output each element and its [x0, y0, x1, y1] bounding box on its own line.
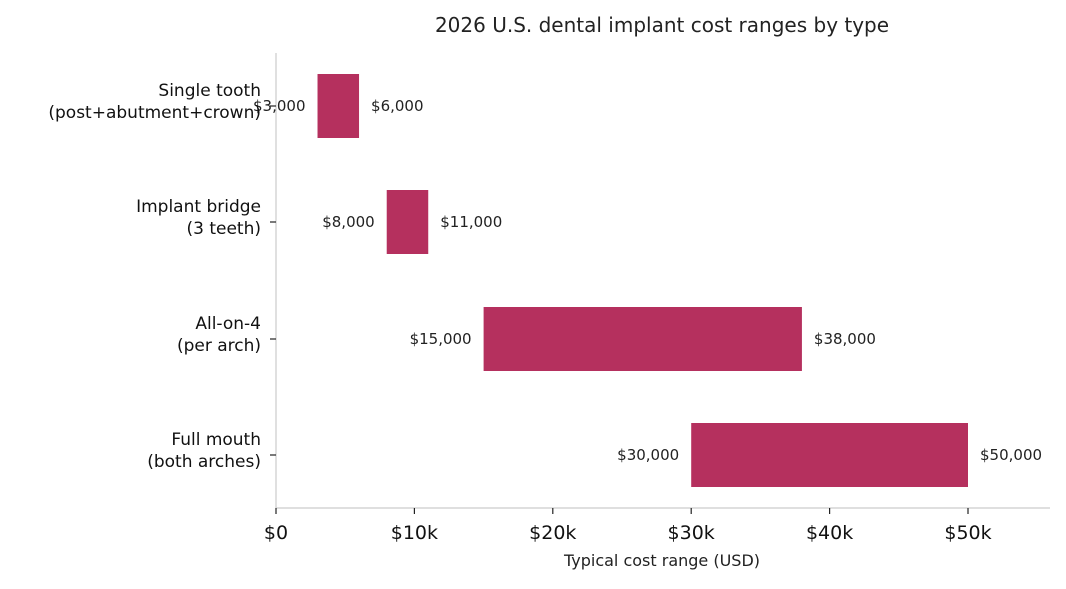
range-bar [386, 190, 429, 254]
low-value-label: $30,000 [617, 446, 679, 464]
x-axis-label: Typical cost range (USD) [563, 551, 760, 570]
x-tick-label: $10k [391, 522, 438, 544]
category-label: (post+abutment+crown) [48, 103, 261, 123]
category-label: (3 teeth) [186, 219, 261, 239]
range-bar [483, 307, 802, 371]
category-label: (both arches) [147, 452, 261, 472]
category-label: Full mouth [171, 430, 261, 450]
chart-title: 2026 U.S. dental implant cost ranges by … [435, 13, 889, 37]
x-tick-label: $30k [668, 522, 715, 544]
value-labels-layer: $3,000 $6,000 $8,000 $11,000 $15,000 $38,000 $… [253, 97, 1042, 464]
high-value-label: $50,000 [980, 446, 1042, 464]
category-labels-layer: Single tooth(post+abutment+crown) Implant… [48, 81, 276, 472]
x-tick-label: $20k [529, 522, 576, 544]
x-tick-label: $50k [944, 522, 991, 544]
category-label: Implant bridge [136, 197, 261, 217]
bars-layer [317, 74, 968, 487]
range-bar [317, 74, 360, 138]
high-value-label: $6,000 [371, 97, 424, 115]
high-value-label: $38,000 [814, 330, 876, 348]
x-ticks-layer: $0 $10k $20k $30k $40k $50k [264, 508, 992, 544]
x-tick-label: $0 [264, 522, 288, 544]
low-value-label: $3,000 [253, 97, 306, 115]
category-label: All-on-4 [195, 314, 261, 334]
low-value-label: $8,000 [322, 213, 375, 231]
high-value-label: $11,000 [440, 213, 502, 231]
low-value-label: $15,000 [410, 330, 472, 348]
range-bar [691, 423, 968, 487]
category-label: (per arch) [177, 336, 261, 356]
category-label: Single tooth [158, 81, 261, 101]
x-tick-label: $40k [806, 522, 853, 544]
